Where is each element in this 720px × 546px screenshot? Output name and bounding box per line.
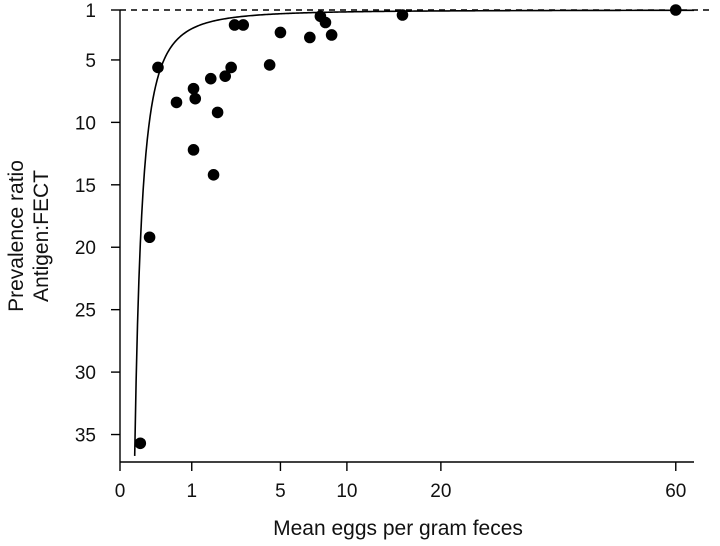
y-tick-label-30: 30 <box>75 363 96 384</box>
y-tick-label-1: 1 <box>85 1 96 22</box>
data-point-22 <box>669 4 682 16</box>
data-point-11 <box>219 70 232 82</box>
y-axis-title-line-2: Antigen:FECT <box>30 170 53 302</box>
data-point-14 <box>237 19 250 31</box>
y-axis-title-line-1: Prevalence ratio <box>5 160 28 312</box>
x-tick-label-60: 60 <box>665 481 686 502</box>
data-point-12 <box>225 61 237 74</box>
y-tick-label-20: 20 <box>75 238 96 259</box>
x-ticks: 0 1 5 10 20 60 <box>115 462 686 502</box>
data-point-9 <box>207 169 220 181</box>
data-point-16 <box>274 26 287 39</box>
data-point-21 <box>396 9 409 21</box>
data-point-7 <box>187 144 200 156</box>
data-point-17 <box>304 31 316 44</box>
fitted-curve-group <box>133 9 694 456</box>
data-point-1 <box>134 437 147 450</box>
data-point-20 <box>325 29 338 41</box>
x-tick-label-10: 10 <box>336 481 357 502</box>
data-point-8 <box>204 72 217 85</box>
fitted-curve <box>133 9 694 456</box>
data-point-10 <box>211 106 224 119</box>
data-point-6 <box>189 92 202 105</box>
x-axis-title: Mean eggs per gram feces <box>273 517 523 540</box>
y-tick-label-10: 10 <box>75 113 96 134</box>
data-point-15 <box>263 59 276 71</box>
x-tick-label-5: 5 <box>275 481 286 502</box>
axes <box>119 10 694 463</box>
data-point-2 <box>143 231 156 244</box>
y-tick-label-25: 25 <box>75 301 96 322</box>
data-points <box>134 4 682 450</box>
data-point-4 <box>170 96 183 109</box>
x-tick-label-1: 1 <box>186 481 197 502</box>
x-tick-label-0: 0 <box>115 481 126 502</box>
data-point-13 <box>228 19 241 31</box>
data-point-3 <box>152 61 164 74</box>
x-tick-label-20: 20 <box>430 481 451 502</box>
y-axis-title-group: Prevalence ratio Antigen:FECT <box>5 160 53 312</box>
data-point-19 <box>319 16 332 29</box>
y-tick-label-35: 35 <box>75 426 96 447</box>
y-tick-label-5: 5 <box>85 51 96 72</box>
data-point-5 <box>187 82 200 95</box>
y-tick-label-15: 15 <box>75 176 96 197</box>
